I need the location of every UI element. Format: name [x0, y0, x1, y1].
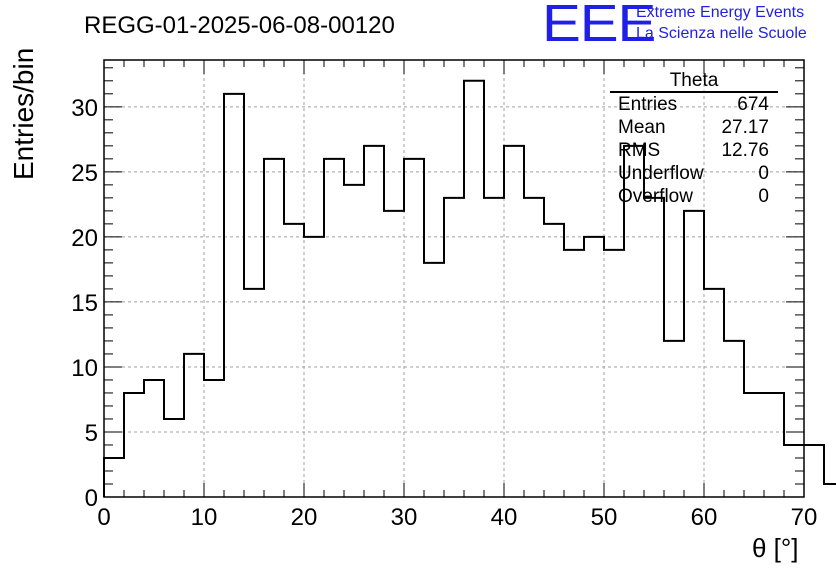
histogram-bin: [664, 341, 684, 497]
stats-row-overflow: Overflow 0: [610, 185, 778, 208]
y-tick-label: 20: [71, 225, 98, 252]
plot-frame: [103, 59, 805, 498]
y-tick-label: 30: [71, 95, 98, 122]
histogram-bin: [244, 289, 264, 497]
stats-label: Underflow: [618, 163, 704, 184]
x-tick-label: 20: [291, 504, 318, 531]
x-tick-label: 70: [791, 504, 818, 531]
histogram-bin: [744, 393, 764, 497]
histogram-bin: [444, 198, 464, 497]
stats-value: 0: [758, 186, 769, 207]
stats-row-underflow: Underflow 0: [610, 162, 778, 185]
x-tick-label: 50: [591, 504, 618, 531]
y-tick-label: 25: [71, 160, 98, 187]
stats-label: RMS: [618, 140, 661, 161]
histogram-bin: [144, 380, 164, 497]
y-tick-label: 0: [85, 485, 98, 512]
x-tick-label: 30: [391, 504, 418, 531]
stats-label: Overflow: [618, 186, 693, 207]
histogram-bin: [424, 263, 444, 497]
histogram-bin: [704, 289, 724, 497]
x-tick-label: 10: [191, 504, 218, 531]
x-tick-label: 0: [97, 504, 110, 531]
histogram-bin: [544, 224, 564, 497]
histogram-bin: [364, 146, 384, 497]
grid-lines: [104, 60, 804, 497]
histogram-bin: [164, 419, 184, 497]
histogram-bin: [484, 198, 504, 497]
y-tick-label: 15: [71, 290, 98, 317]
x-tick-label: 60: [691, 504, 718, 531]
stats-row-mean: Mean 27.17: [610, 116, 778, 139]
stats-value: 12.76: [721, 140, 769, 161]
stats-label: Mean: [618, 117, 666, 138]
histogram-bin: [224, 94, 244, 497]
stats-value: 27.17: [721, 117, 769, 138]
histogram-bin: [384, 211, 404, 497]
histogram-bin: [684, 211, 704, 497]
eee-logo: EEE: [542, 0, 656, 53]
chart-title: REGG-01-2025-06-08-00120: [84, 12, 395, 39]
histogram-bars: [103, 79, 836, 497]
tick-labels: 0 10 20 30 40 50 60 70 0 5 10 15 20 25 30: [71, 95, 817, 531]
histogram-bin: [184, 354, 204, 497]
histogram-bin: [204, 380, 224, 497]
plot-border: [103, 59, 805, 498]
histogram-outline: [103, 79, 836, 497]
histogram-bin: [604, 250, 624, 497]
stats-title: Theta: [610, 70, 778, 93]
histogram-bin: [724, 341, 744, 497]
stats-box: Theta Entries 674 Mean 27.17 RMS 12.76 U…: [610, 70, 778, 208]
y-tick-label: 10: [71, 355, 98, 382]
histogram-bin: [504, 146, 524, 497]
histogram-bin: [284, 224, 304, 497]
stats-label: Entries: [618, 94, 678, 115]
histogram-bin: [344, 185, 364, 497]
logo-text-line-1: Extreme Energy Events: [636, 4, 805, 21]
histogram-bin: [104, 458, 124, 497]
logo-text-line-2: La Scienza nelle Scuole: [636, 25, 807, 42]
histogram-bin: [824, 484, 836, 497]
y-tick-label: 5: [85, 420, 98, 447]
histogram-bin: [124, 393, 144, 497]
x-tick-label: 40: [491, 504, 518, 531]
axis-ticks: [103, 60, 805, 498]
y-axis-label: Entries/bin: [8, 47, 39, 180]
histogram-bin: [324, 159, 344, 497]
stats-value: 0: [758, 163, 769, 184]
stats-row-rms: RMS 12.76: [610, 139, 778, 162]
histogram-bin: [264, 159, 284, 497]
histogram-bin: [524, 198, 544, 497]
histogram-bin: [464, 81, 484, 497]
stats-row-entries: Entries 674: [610, 93, 778, 116]
x-axis-label: θ [°]: [752, 533, 799, 563]
histogram-bin: [764, 393, 784, 497]
histogram-bin: [404, 159, 424, 497]
histogram-bin: [564, 250, 584, 497]
stats-value: 674: [737, 94, 769, 115]
histogram-bin: [804, 445, 824, 497]
histogram-bin: [644, 198, 664, 497]
